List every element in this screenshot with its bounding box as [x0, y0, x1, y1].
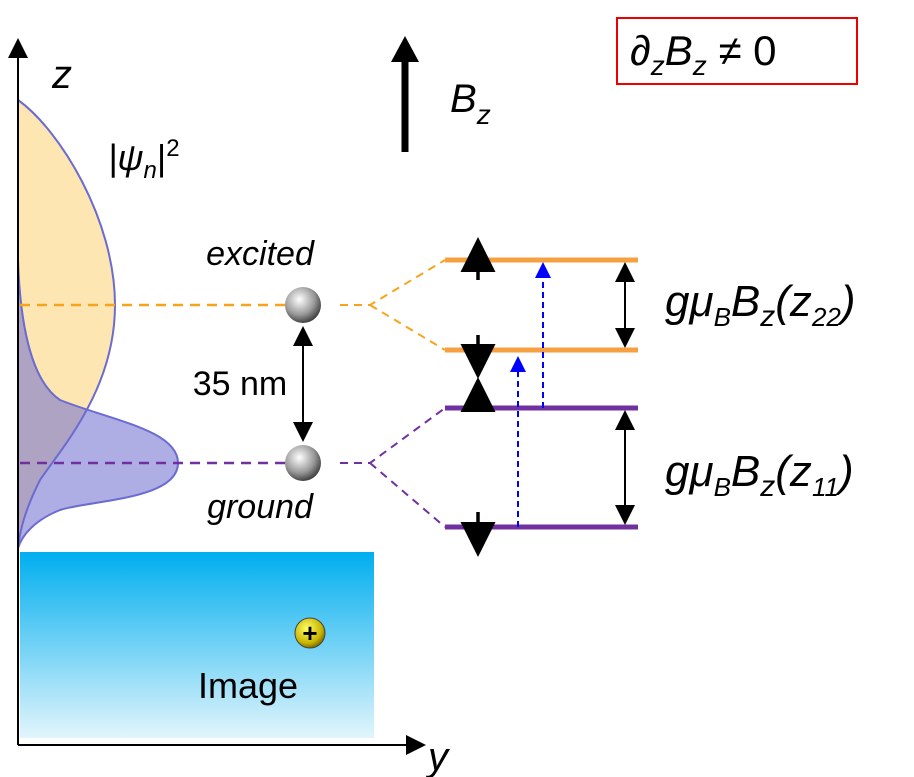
- excited-label: excited: [206, 235, 315, 273]
- excited-split-dash: [340, 260, 445, 350]
- field-arrowhead: [391, 36, 419, 62]
- diagram: + Image z y |ψn|2 Bz ∂zBz ≠ 0 35 nm exci…: [0, 0, 914, 777]
- z-axis-label: z: [51, 53, 72, 97]
- excited-electron: [285, 287, 321, 323]
- image-substrate: [20, 552, 374, 738]
- excited-splitting-label: gμBBz(z22): [665, 277, 856, 333]
- y-axis-label: y: [425, 735, 451, 777]
- separation-label: 35 nm: [193, 365, 288, 403]
- image-label: Image: [198, 665, 298, 706]
- ground-split-dash: [340, 408, 445, 527]
- field-label: Bz: [450, 77, 491, 130]
- ground-electron: [285, 445, 321, 481]
- ground-splitting-label: gμBBz(z11): [665, 447, 854, 503]
- charge-sign: +: [302, 618, 317, 648]
- wavefunction-label: |ψn|2: [108, 135, 180, 184]
- condition: ∂zBz ≠ 0: [630, 27, 777, 81]
- ground-label: ground: [207, 488, 314, 526]
